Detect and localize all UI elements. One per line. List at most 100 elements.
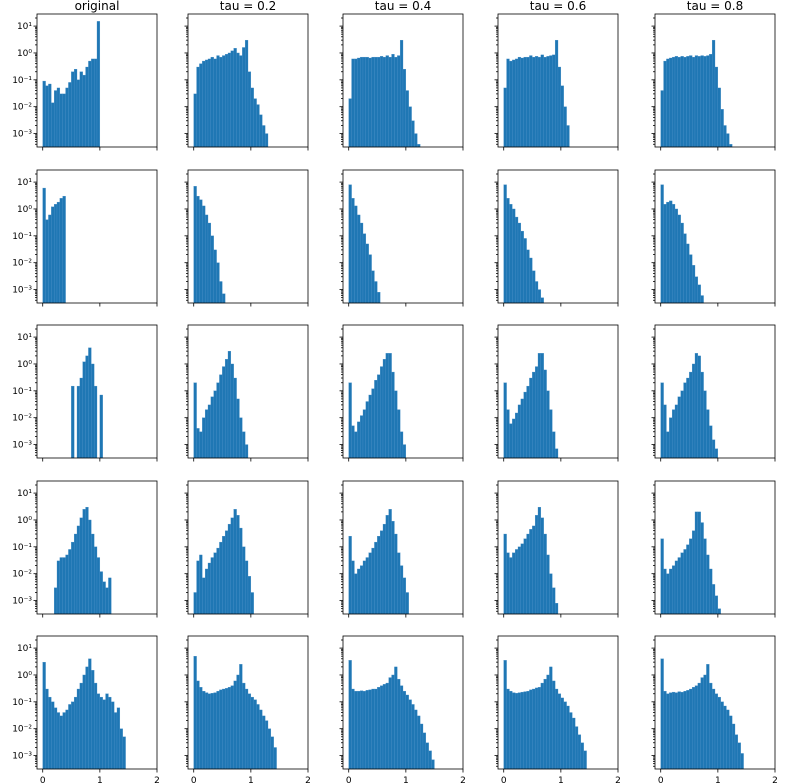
histogram-bar (388, 353, 392, 459)
histogram-bar (244, 560, 249, 615)
histogram-bar (359, 415, 364, 459)
histogram-bar (405, 592, 409, 615)
histogram-bar (71, 71, 75, 148)
histogram-bar (362, 560, 367, 615)
histogram-bar (512, 208, 516, 304)
histogram-bar (68, 82, 72, 148)
histogram-bar (102, 581, 106, 615)
histogram-bar (365, 56, 369, 148)
histogram-bar (534, 687, 539, 770)
histogram-bar (503, 382, 507, 459)
histogram-bar (557, 66, 562, 148)
histogram-bar (65, 87, 69, 148)
histogram-panel (651, 169, 776, 307)
histogram-bar (374, 379, 378, 459)
histogram-bar (219, 689, 223, 770)
histogram-bar (56, 201, 61, 304)
y-tick-label: 10⁻¹ (12, 543, 32, 553)
x-tick-label: 0 (346, 776, 352, 784)
histogram-bar (351, 425, 355, 459)
histogram-bar (680, 390, 684, 459)
histogram-bar (116, 707, 121, 770)
histogram-bar (207, 693, 212, 770)
histogram-bar (102, 699, 106, 770)
histogram-bar (405, 694, 409, 770)
histogram-bar (224, 530, 229, 615)
histogram-bar (546, 554, 550, 615)
histogram-bar (520, 691, 524, 770)
y-tick-label: 10⁻³ (12, 752, 32, 762)
histogram-bar (216, 690, 220, 770)
histogram-bar (210, 693, 214, 770)
histogram-bar (683, 690, 687, 770)
histogram-bar (193, 186, 197, 304)
histogram-bar (726, 709, 730, 770)
histogram-bar (253, 98, 257, 148)
histogram-bar (402, 577, 407, 615)
histogram-bar (222, 55, 226, 148)
histogram-bar (523, 391, 527, 459)
histogram-bar (691, 363, 696, 459)
histogram-panel (184, 169, 309, 307)
histogram-bar (388, 677, 392, 770)
histogram-panel: 0 1 2 (184, 635, 311, 784)
column-title: original (75, 0, 120, 13)
histogram-bar (236, 398, 240, 459)
histogram-bar (726, 133, 730, 148)
histogram-bar (59, 557, 63, 615)
histogram-bar (517, 222, 522, 304)
histogram-bar (402, 68, 407, 148)
histogram-bar (569, 712, 573, 770)
histogram-bar (540, 54, 544, 148)
histogram-bar (512, 552, 516, 615)
histogram-bar (706, 664, 710, 770)
histogram-bar (351, 688, 355, 770)
histogram-bar (543, 369, 547, 459)
histogram-bar (731, 723, 736, 770)
histogram-bar (348, 660, 352, 770)
histogram-bar (520, 57, 524, 148)
histogram-bar (532, 525, 536, 615)
histogram-bar (236, 674, 240, 770)
histogram-bar (244, 444, 249, 459)
x-tick-label: 1 (97, 776, 103, 784)
histogram-bar (697, 284, 701, 304)
histogram-bar (554, 688, 559, 770)
axes-frame (342, 480, 464, 615)
histogram-bar (368, 254, 372, 304)
histogram-bar (359, 222, 364, 304)
histogram-bar (385, 515, 389, 615)
histogram-bar (93, 682, 98, 770)
histogram-bar (371, 56, 375, 148)
histogram-bar (680, 56, 684, 148)
histogram-bar (196, 560, 200, 615)
histogram-bar (193, 656, 197, 770)
histogram-bar (514, 58, 519, 148)
y-tick-label: 10⁻³ (12, 597, 32, 607)
histogram-bar (740, 753, 744, 770)
histogram-bar (233, 377, 237, 459)
histogram-bar (397, 409, 401, 459)
histogram-bar (73, 696, 78, 770)
histogram-bar (399, 39, 404, 148)
histogram-bar (365, 690, 369, 770)
histogram-bar (686, 243, 690, 304)
histogram-bar (566, 125, 570, 148)
histogram-bar (391, 54, 395, 148)
axes-frame (187, 169, 309, 304)
histogram-bar (709, 568, 713, 615)
histogram-bar (534, 366, 539, 459)
histogram-bar (348, 98, 352, 148)
histogram-bar (196, 680, 200, 770)
histogram-bar (552, 431, 556, 459)
histogram-bar (219, 281, 223, 304)
y-tick-label: 10⁻² (12, 259, 32, 269)
histogram-bar (377, 687, 381, 770)
histogram-bar (534, 515, 539, 615)
histogram-bar (714, 595, 719, 615)
histogram-panel (494, 480, 619, 618)
histogram-bar (207, 562, 212, 615)
histogram-bar (529, 257, 533, 304)
histogram-bar (552, 54, 556, 148)
y-tick-label: 10⁻¹ (12, 232, 32, 242)
